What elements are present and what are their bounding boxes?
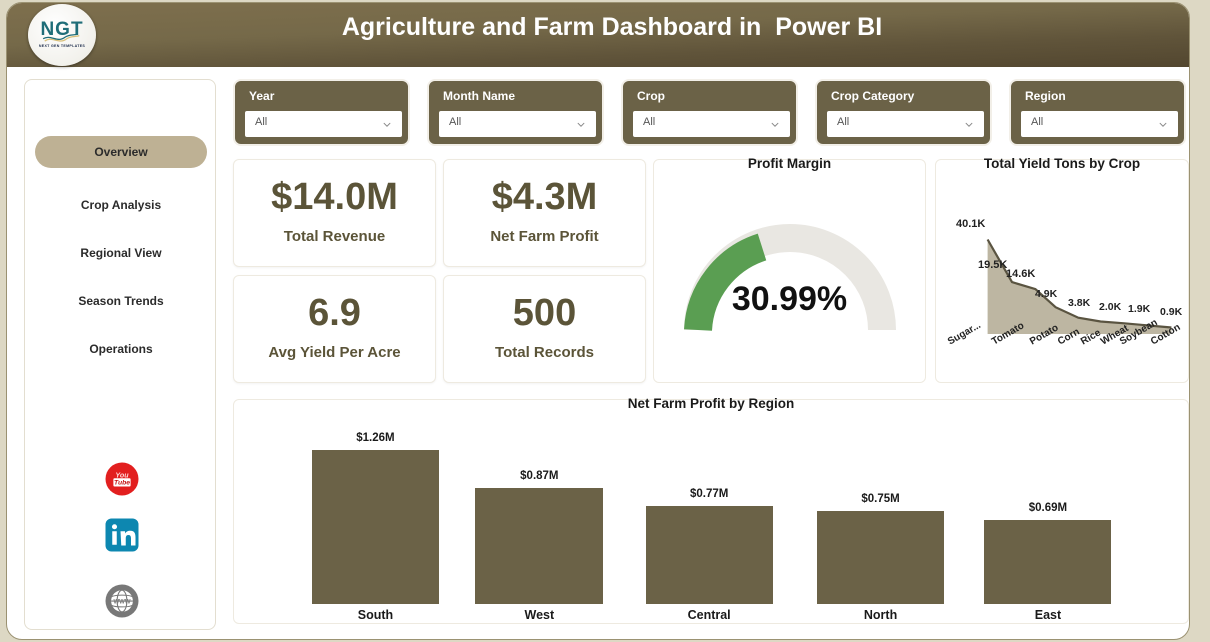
- svg-text:Tube: Tube: [114, 479, 130, 486]
- svg-text:WWW: WWW: [114, 599, 131, 605]
